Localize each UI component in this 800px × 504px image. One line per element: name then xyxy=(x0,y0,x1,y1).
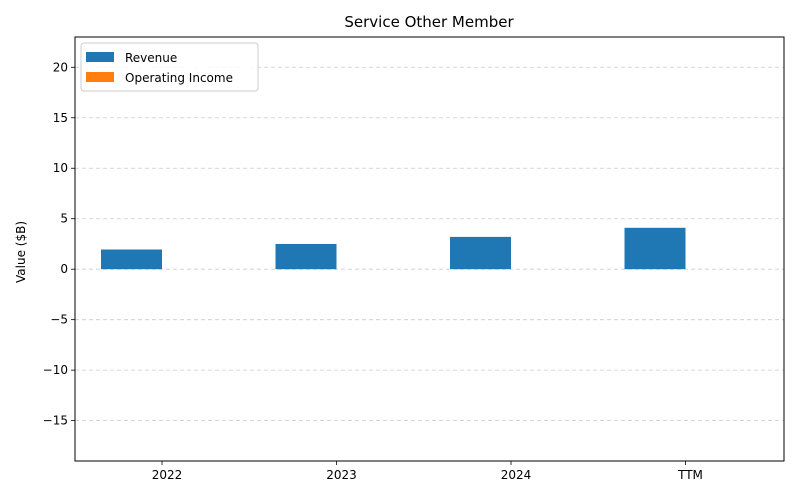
y-tick-label: 5 xyxy=(60,212,68,226)
y-tick-label: 20 xyxy=(53,60,68,74)
y-tick-label: −10 xyxy=(43,363,68,377)
x-tick-label: 2022 xyxy=(152,468,183,482)
legend-swatch xyxy=(86,72,114,82)
legend-label: Revenue xyxy=(125,51,177,65)
y-tick-label: 10 xyxy=(53,161,68,175)
y-tick-label: −15 xyxy=(43,414,68,428)
legend-label: Operating Income xyxy=(125,71,233,85)
x-tick-label: TTM xyxy=(677,468,703,482)
y-axis-label: Value ($B) xyxy=(14,221,28,283)
x-tick-label: 2023 xyxy=(326,468,357,482)
y-tick-label: −5 xyxy=(50,313,68,327)
bar-revenue xyxy=(275,243,337,270)
y-tick-label: 15 xyxy=(53,111,68,125)
plot-frame xyxy=(74,36,785,462)
chart-title: Service Other Member xyxy=(344,13,514,31)
bars xyxy=(101,227,686,270)
bar-revenue xyxy=(101,249,162,270)
bar-revenue xyxy=(624,227,686,270)
legend: Revenue Operating Income xyxy=(80,42,259,92)
bar-revenue xyxy=(450,236,511,270)
legend-swatch xyxy=(86,52,114,62)
axes: −15 −10 −5 0 5 10 15 20 2022 2023 2024 TTM xyxy=(43,36,785,482)
legend-box xyxy=(80,42,259,92)
y-tick-label: 0 xyxy=(60,262,68,276)
x-tick-label: 2024 xyxy=(501,468,532,482)
